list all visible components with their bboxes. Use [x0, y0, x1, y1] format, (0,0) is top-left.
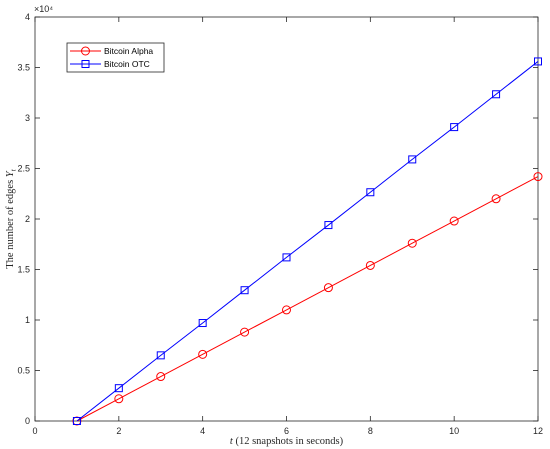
data-point-bitcoin-otc [282, 253, 291, 262]
y-tick-label: 1 [25, 315, 30, 325]
data-point-bitcoin-alpha [240, 327, 250, 337]
x-tick-label: 8 [368, 426, 373, 436]
data-point-bitcoin-alpha [533, 172, 543, 182]
legend-marker-bitcoin-otc [81, 60, 90, 68]
legend-entry-bitcoin-alpha: Bitcoin Alpha [70, 46, 153, 56]
y-axis-label: The number of edges Yt [5, 168, 18, 268]
data-point-bitcoin-alpha [156, 372, 166, 382]
plot-area [34, 16, 539, 422]
data-point-bitcoin-alpha [114, 394, 124, 404]
x-tick-label: 2 [116, 426, 121, 436]
y-tick-label: 3.5 [17, 63, 30, 73]
data-point-bitcoin-otc [198, 319, 207, 328]
data-point-bitcoin-alpha [282, 305, 291, 315]
y-tick-label: 0 [25, 416, 30, 426]
data-point-bitcoin-alpha [407, 238, 417, 248]
y-tick-label: 2 [25, 214, 30, 224]
data-point-bitcoin-alpha [365, 260, 375, 270]
series-layer [72, 57, 543, 426]
x-tick-label: 0 [32, 426, 37, 436]
data-point-bitcoin-otc [408, 155, 417, 164]
legend-label-bitcoin-otc: Bitcoin OTC [104, 59, 150, 69]
y-tick-label: 0.5 [17, 366, 30, 376]
x-tick-label: 6 [284, 426, 289, 436]
legend-entry-bitcoin-otc: Bitcoin OTC [70, 59, 150, 69]
data-point-bitcoin-otc [72, 417, 81, 425]
x-tick-label: 10 [449, 426, 459, 436]
data-point-bitcoin-alpha [198, 349, 208, 359]
legend: Bitcoin Alpha Bitcoin OTC [66, 42, 165, 73]
data-point-bitcoin-otc [240, 286, 249, 295]
y-tick-label: 2.5 [17, 164, 30, 174]
x-axis-label: t (12 snapshots in seconds) [230, 436, 344, 447]
data-point-bitcoin-otc [492, 90, 501, 99]
legend-label-bitcoin-alpha: Bitcoin Alpha [104, 46, 153, 56]
axes-box [34, 16, 539, 422]
series-bitcoin-alpha [72, 172, 543, 426]
data-point-bitcoin-alpha [323, 283, 333, 293]
data-point-bitcoin-otc [366, 188, 375, 197]
ticks: 0 2 4 6 8 10 12 0 0.5 1 1.5 2 2.5 3 3.5 4 [17, 12, 543, 436]
x-tick-label: 4 [200, 426, 205, 436]
series-line-bitcoin-alpha [76, 176, 539, 422]
y-tick-label: 1.5 [17, 265, 30, 275]
data-point-bitcoin-alpha [449, 216, 459, 226]
series-bitcoin-otc [72, 57, 542, 425]
y-tick-label: 3 [25, 113, 30, 123]
data-point-bitcoin-otc [156, 351, 165, 360]
legend-marker-bitcoin-alpha [81, 46, 90, 56]
data-point-bitcoin-otc [534, 57, 542, 66]
data-point-bitcoin-otc [450, 123, 459, 132]
data-point-bitcoin-otc [114, 384, 123, 393]
y-exponent-label: ×10⁴ [34, 4, 53, 14]
data-point-bitcoin-alpha [491, 194, 501, 204]
series-line-bitcoin-otc [76, 61, 539, 422]
x-tick-label: 12 [533, 426, 543, 436]
data-point-bitcoin-otc [324, 221, 333, 230]
y-tick-label: 4 [25, 12, 30, 22]
